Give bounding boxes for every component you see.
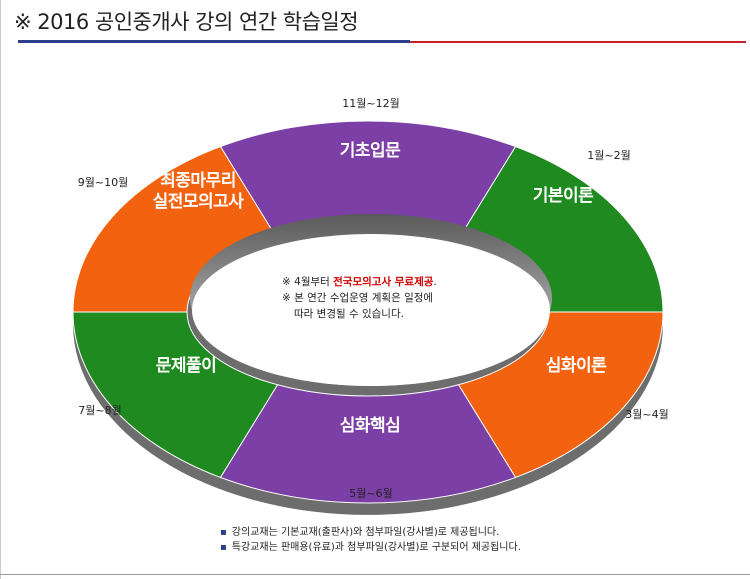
title-underline-red (410, 41, 746, 43)
center-note-suffix: . (433, 276, 437, 288)
ring-segments (72, 120, 664, 504)
segment-label: 문제풀이 (156, 356, 217, 376)
center-note-highlight: 전국모의고사 무료제공 (333, 276, 434, 288)
footnote-text: 강의교재는 기본교재(출판사)와 첨부파일(강사별)로 제공됩니다. (231, 527, 500, 538)
center-note: ※ 4월부터 전국모의고사 무료제공. ※ 본 연간 수업운영 계획은 일정에 … (282, 274, 512, 322)
ring-center-hole (192, 234, 550, 386)
period-label: 5월~6월 (349, 487, 392, 500)
period-label: 9월~10월 (78, 176, 128, 189)
period-label: 3월~4월 (625, 408, 668, 421)
bullet-icon: ▪ (220, 527, 227, 538)
center-note-line3: 따라 변경될 수 있습니다. (294, 308, 404, 320)
segment-label: 심화이론 (546, 356, 607, 376)
footnotes: ▪ 강의교재는 기본교재(출판사)와 첨부파일(강사별)로 제공됩니다. ▪ 특강교… (220, 525, 521, 555)
center-note-line1: ※ 4월부터 전국모의고사 무료제공. (282, 274, 512, 290)
segment-label: 기초입문 (340, 141, 401, 161)
ring-segment (219, 384, 517, 504)
footnote-item: ▪ 특강교재는 판매용(유료)과 첨부파일(강사별)로 구분되어 제공됩니다. (220, 540, 521, 555)
period-label: 1월~2월 (587, 149, 630, 162)
frame-left-edge (0, 0, 1, 579)
footnote-item: ▪ 강의교재는 기본교재(출판사)와 첨부파일(강사별)로 제공됩니다. (220, 525, 521, 540)
period-label: 7월~8월 (78, 404, 121, 417)
segment-label: 최종마무리 실전모의고사 (153, 171, 245, 212)
title-underline-blue (18, 40, 410, 43)
center-note-prefix: ※ 4월부터 (282, 276, 334, 288)
period-label: 11월~12월 (342, 97, 399, 110)
footnote-text: 특강교재는 판매용(유료)과 첨부파일(강사별)로 구분되어 제공됩니다. (231, 542, 521, 553)
ring-segment (457, 311, 664, 479)
segment-label: 기본이론 (533, 186, 594, 206)
segment-label: 심화핵심 (340, 416, 401, 436)
ring-segment (72, 311, 279, 479)
bottom-divider (0, 574, 750, 575)
center-note-line2: ※ 본 연간 수업운영 계획은 일정에 (282, 292, 434, 304)
page-title: ※ 2016 공인중개사 강의 연간 학습일정 (14, 10, 359, 34)
bullet-icon: ▪ (220, 542, 227, 553)
